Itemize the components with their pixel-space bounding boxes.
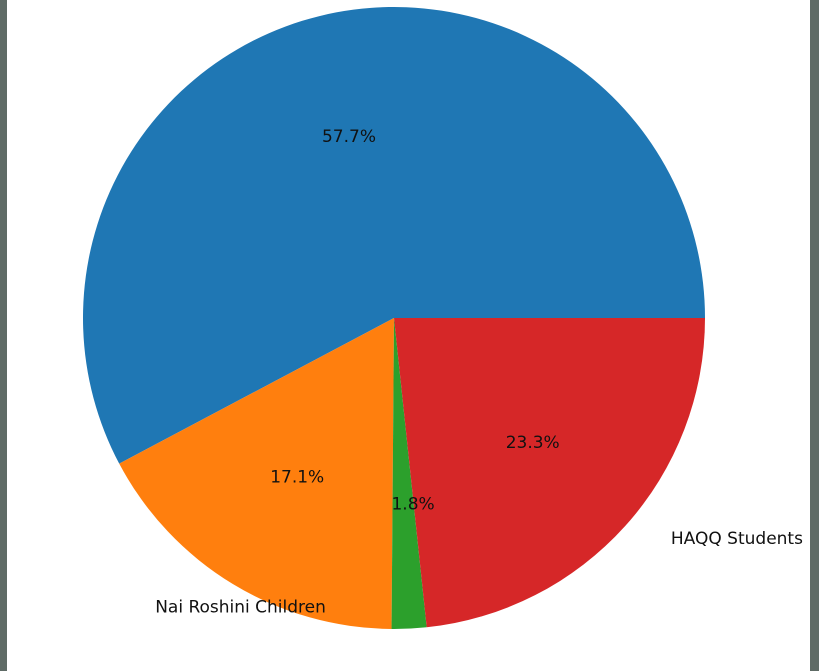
pie-slices bbox=[82, 6, 705, 629]
pie-slice-unlabeled bbox=[82, 6, 705, 464]
pie-percent-label: 1.8% bbox=[391, 494, 434, 514]
pie-category-label: HAQQ Students bbox=[671, 529, 803, 549]
chart-canvas: 57.7% 17.1% Nai Roshini Children 1.8% Hifaza… bbox=[7, 0, 810, 671]
pie-percent-label: 17.1% bbox=[270, 468, 324, 488]
pie-category-label: Hifazat Beneficiaries bbox=[386, 669, 561, 671]
pie-slice-nai-roshini-children bbox=[119, 318, 394, 629]
pie-slice-hifazat-beneficiaries bbox=[391, 318, 427, 629]
pie-percent-label: 23.3% bbox=[506, 433, 560, 453]
pie-slice-haqq-students bbox=[394, 318, 705, 628]
pie-percent-label: 57.7% bbox=[322, 127, 376, 147]
pie-labels: 57.7% 17.1% Nai Roshini Children 1.8% Hifaza… bbox=[155, 127, 803, 671]
pie-chart: 57.7% 17.1% Nai Roshini Children 1.8% Hifaza… bbox=[82, 6, 803, 671]
pie-category-label: Nai Roshini Children bbox=[155, 598, 326, 618]
